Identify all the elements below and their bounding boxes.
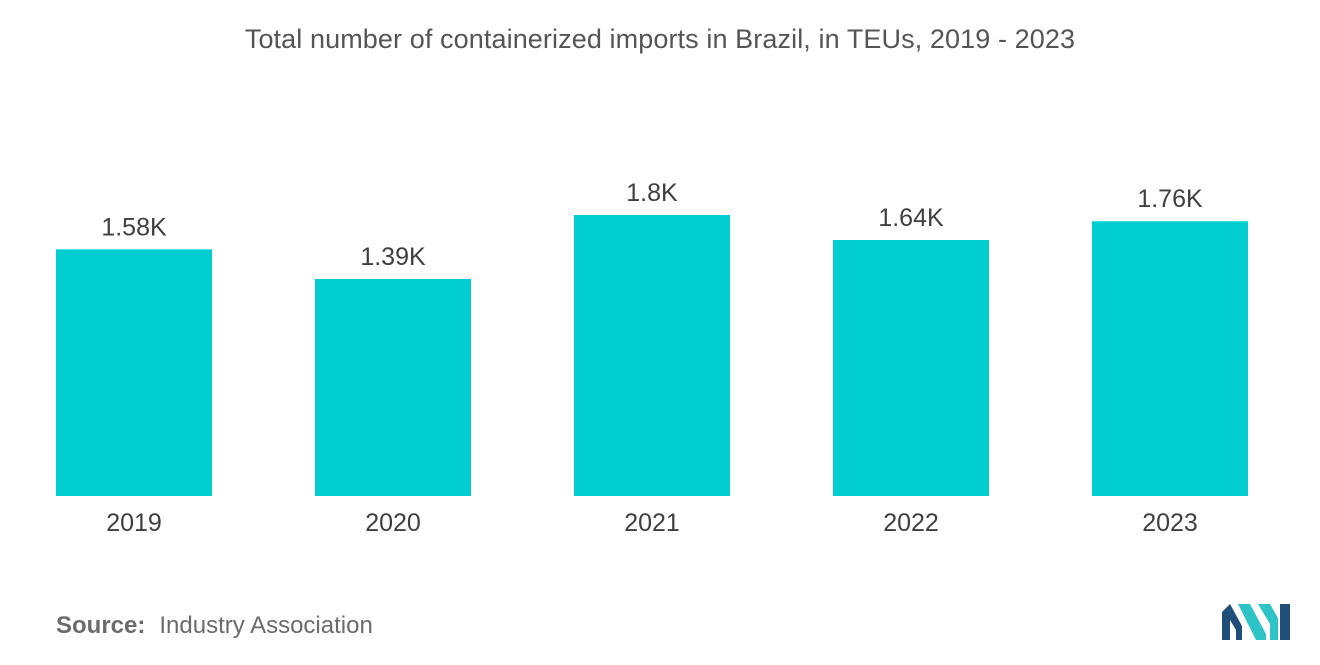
x-axis-tick-labels: 2019 2020 2021 2022 2023	[106, 509, 1198, 537]
value-label-2023: 1.76K	[1137, 185, 1203, 213]
source-label: Source:	[56, 612, 146, 639]
bar-2022	[833, 239, 989, 496]
x-tick-label-2022: 2022	[883, 509, 939, 537]
value-label-2021: 1.8K	[626, 179, 678, 207]
bar-2023	[1092, 221, 1248, 496]
value-label-2022: 1.64K	[878, 204, 944, 232]
value-label-2020: 1.39K	[360, 243, 426, 271]
value-labels-group: 1.58K 1.39K 1.8K 1.64K 1.76K	[101, 179, 1203, 271]
x-tick-label-2021: 2021	[624, 509, 680, 537]
mordor-intelligence-logo-icon	[1222, 604, 1290, 640]
bar-2020	[315, 279, 471, 496]
bar-2021	[574, 215, 730, 496]
bars-group	[56, 215, 1248, 496]
chart-title: Total number of containerized imports in…	[244, 24, 1076, 54]
x-tick-label-2019: 2019	[106, 509, 162, 537]
x-tick-label-2020: 2020	[365, 509, 421, 537]
bar-2019	[56, 249, 212, 496]
source-note: Source: Industry Association	[56, 612, 373, 640]
source-text: Industry Association	[159, 612, 373, 639]
value-label-2019: 1.58K	[101, 213, 167, 241]
x-tick-label-2023: 2023	[1142, 509, 1198, 537]
